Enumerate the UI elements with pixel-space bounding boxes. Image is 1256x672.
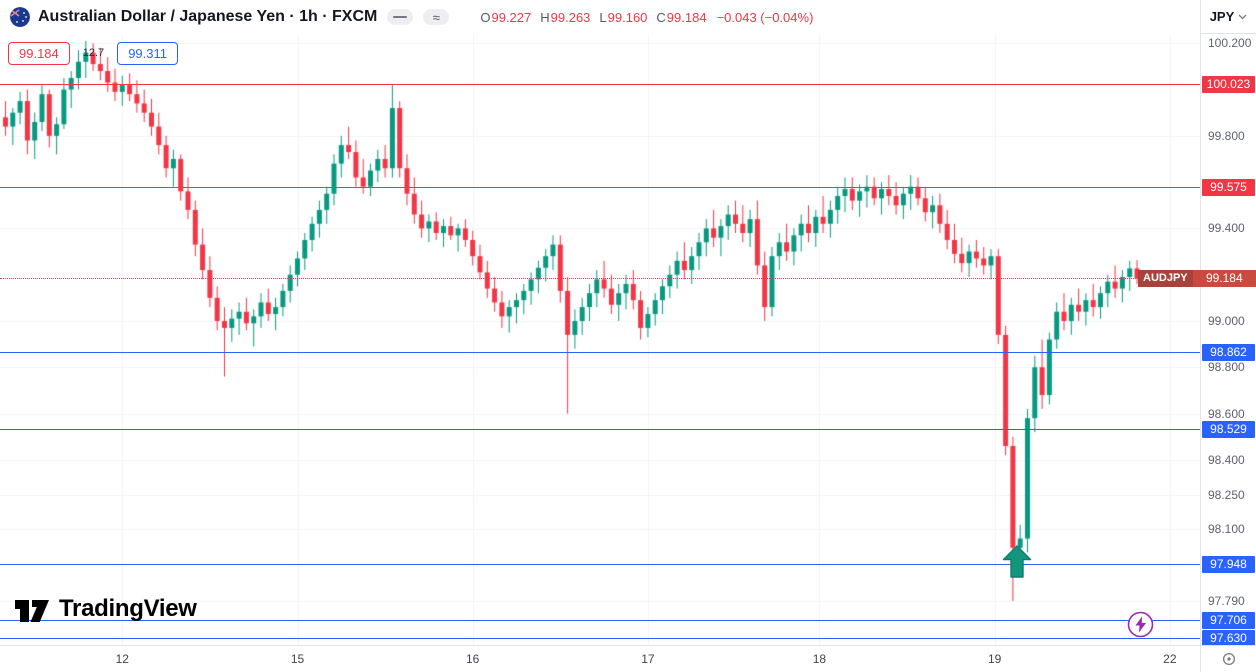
ohlc-readout: O 99.227 H 99.263 L 99.160 C 99.184 −0.043 (… bbox=[471, 10, 813, 25]
gear-icon[interactable] bbox=[1220, 650, 1238, 668]
arrow-up-marker-icon[interactable] bbox=[1002, 545, 1032, 579]
price-level-line[interactable] bbox=[0, 352, 1200, 354]
tradingview-watermark: TradingView bbox=[14, 595, 197, 623]
floating-price-tags: 99.184 12.7 99.311 bbox=[8, 40, 178, 66]
close-value: 99.184 bbox=[666, 9, 707, 25]
price-level-label[interactable]: 98.862 bbox=[1202, 344, 1255, 362]
lightning-icon bbox=[1127, 611, 1154, 638]
time-axis-label: 16 bbox=[466, 652, 480, 666]
dash-badge-icon[interactable] bbox=[387, 9, 414, 25]
price-level-line[interactable] bbox=[0, 429, 1200, 431]
tradingview-logo-icon bbox=[15, 600, 49, 622]
currency-selector-button[interactable]: JPY bbox=[1200, 0, 1256, 34]
last-price-symbol: AUDJPY bbox=[1138, 269, 1193, 287]
australia-flag-icon bbox=[10, 7, 30, 27]
low-value: 99.160 bbox=[607, 9, 648, 25]
price-axis-tick: 98.800 bbox=[1208, 360, 1245, 375]
price-axis-tick: 99.800 bbox=[1208, 128, 1245, 143]
price-axis-tick: 98.100 bbox=[1208, 522, 1245, 537]
time-axis-label: 15 bbox=[290, 652, 305, 666]
open-label: O bbox=[480, 9, 491, 25]
price-level-label[interactable]: 100.023 bbox=[1202, 75, 1255, 93]
currency-selector-label: JPY bbox=[1209, 9, 1235, 24]
low-label: L bbox=[599, 9, 607, 25]
candlestick-chart-canvas[interactable] bbox=[0, 0, 1200, 672]
high-value: 99.263 bbox=[550, 9, 591, 25]
price-axis-tick: 99.000 bbox=[1208, 313, 1245, 328]
price-level-line[interactable] bbox=[0, 619, 1200, 621]
watermark-text: TradingView bbox=[59, 595, 197, 622]
time-axis-label: 19 bbox=[987, 652, 1002, 666]
price-axis-tick: 100.200 bbox=[1208, 36, 1252, 51]
price-level-line[interactable] bbox=[0, 637, 1200, 639]
time-axis-label: 22 bbox=[1163, 652, 1177, 666]
price-axis-tick: 98.400 bbox=[1208, 452, 1245, 467]
price-tag-blue[interactable]: 99.311 bbox=[117, 41, 178, 65]
price-level-line[interactable] bbox=[0, 83, 1200, 85]
price-change: −0.043 (−0.04%) bbox=[716, 9, 814, 25]
time-axis[interactable]: 12 15 16 17 18 19 22 bbox=[0, 645, 1200, 672]
open-value: 99.227 bbox=[491, 9, 532, 25]
lightning-button[interactable] bbox=[1127, 611, 1154, 638]
last-price-line bbox=[0, 277, 1200, 279]
last-price-value: 99.184 bbox=[1192, 269, 1256, 287]
price-level-label[interactable]: 97.630 bbox=[1202, 629, 1255, 647]
price-level-label[interactable]: 99.575 bbox=[1202, 179, 1255, 197]
price-level-line[interactable] bbox=[0, 563, 1200, 565]
time-axis-label: 12 bbox=[115, 652, 129, 666]
axis-corner bbox=[1200, 645, 1256, 672]
close-label: C bbox=[656, 9, 666, 25]
chart-header: Australian Dollar / Japanese Yen · 1h · … bbox=[0, 0, 1200, 34]
tag-mid-text: 12.7 bbox=[82, 47, 105, 59]
price-axis-tick: 99.400 bbox=[1208, 221, 1245, 236]
price-level-label[interactable]: 97.948 bbox=[1202, 555, 1255, 573]
chevron-down-icon bbox=[1238, 14, 1247, 19]
high-label: H bbox=[540, 9, 550, 25]
time-axis-label: 17 bbox=[641, 652, 655, 666]
price-level-label[interactable]: 97.706 bbox=[1202, 611, 1255, 629]
symbol-title[interactable]: Australian Dollar / Japanese Yen · 1h · … bbox=[38, 8, 378, 25]
last-price-label: AUDJPY 99.184 bbox=[1138, 269, 1256, 287]
time-axis-label: 18 bbox=[812, 652, 827, 666]
price-axis[interactable]: 100.023 99.575 98.862 98.529 97.948 97.706 97.… bbox=[1200, 0, 1256, 672]
price-axis-tick: 97.790 bbox=[1208, 594, 1245, 609]
price-level-label[interactable]: 98.529 bbox=[1202, 421, 1255, 439]
price-level-line[interactable] bbox=[0, 187, 1200, 189]
price-tag-red[interactable]: 99.184 bbox=[8, 41, 70, 65]
price-axis-tick: 98.250 bbox=[1208, 487, 1245, 502]
price-axis-tick: 98.600 bbox=[1208, 406, 1245, 421]
wave-badge-icon[interactable]: ≈ bbox=[423, 9, 450, 25]
